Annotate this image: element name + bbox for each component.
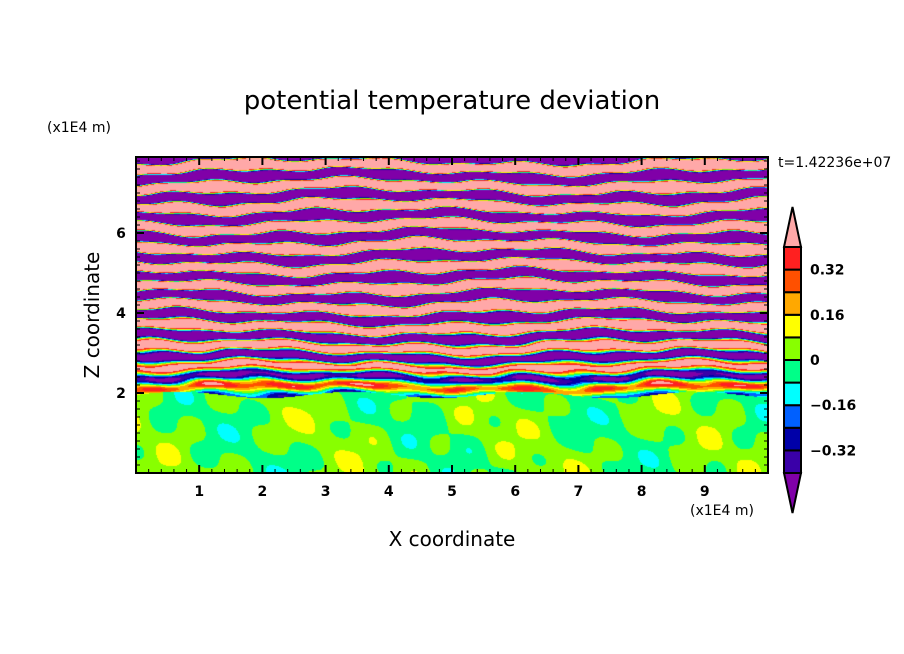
colorbar-over-triangle — [782, 206, 803, 248]
colorbar-tick-label: −0.16 — [810, 398, 856, 414]
x-tick-label: 2 — [258, 484, 268, 500]
colorbar-tick-label: 0 — [810, 353, 820, 369]
colorbar-swatch — [783, 426, 802, 452]
x-tick-label: 8 — [637, 484, 647, 500]
colorbar-swatch — [783, 313, 802, 339]
colorbar-swatch — [783, 449, 802, 474]
plot-frame — [135, 156, 769, 474]
y-tick-label: 6 — [116, 226, 126, 242]
x-tick-label: 7 — [574, 484, 584, 500]
colorbar-tick-label: −0.32 — [810, 443, 856, 459]
contour-field — [136, 157, 768, 473]
x-axis-label: X coordinate — [388, 527, 516, 551]
colorbar-swatch — [783, 291, 802, 316]
colorbar-tick-label: 0.32 — [810, 263, 845, 279]
y-tick-label: 2 — [116, 386, 126, 402]
x-tick-label: 5 — [447, 484, 457, 500]
x-tick-label: 4 — [384, 484, 394, 500]
x-tick-label: 6 — [510, 484, 520, 500]
time-label: t=1.42236e+07 — [778, 155, 892, 171]
x-tick-label: 1 — [194, 484, 204, 500]
colorbar-swatch — [783, 381, 802, 407]
x-axis-unit: (x1E4 m) — [690, 503, 754, 519]
colorbar-swatch — [783, 359, 802, 384]
colorbar-swatch — [783, 336, 802, 361]
y-axis-unit: (x1E4 m) — [47, 120, 111, 136]
colorbar-under-triangle — [782, 472, 803, 514]
y-tick-label: 4 — [116, 306, 126, 322]
colorbar-swatch — [783, 246, 802, 271]
colorbar-swatch — [783, 404, 802, 429]
x-tick-label: 3 — [321, 484, 331, 500]
colorbar-tick-label: 0.16 — [810, 308, 845, 324]
colorbar-swatch — [783, 268, 802, 294]
x-tick-label: 9 — [700, 484, 710, 500]
chart-title: potential temperature deviation — [243, 86, 661, 116]
